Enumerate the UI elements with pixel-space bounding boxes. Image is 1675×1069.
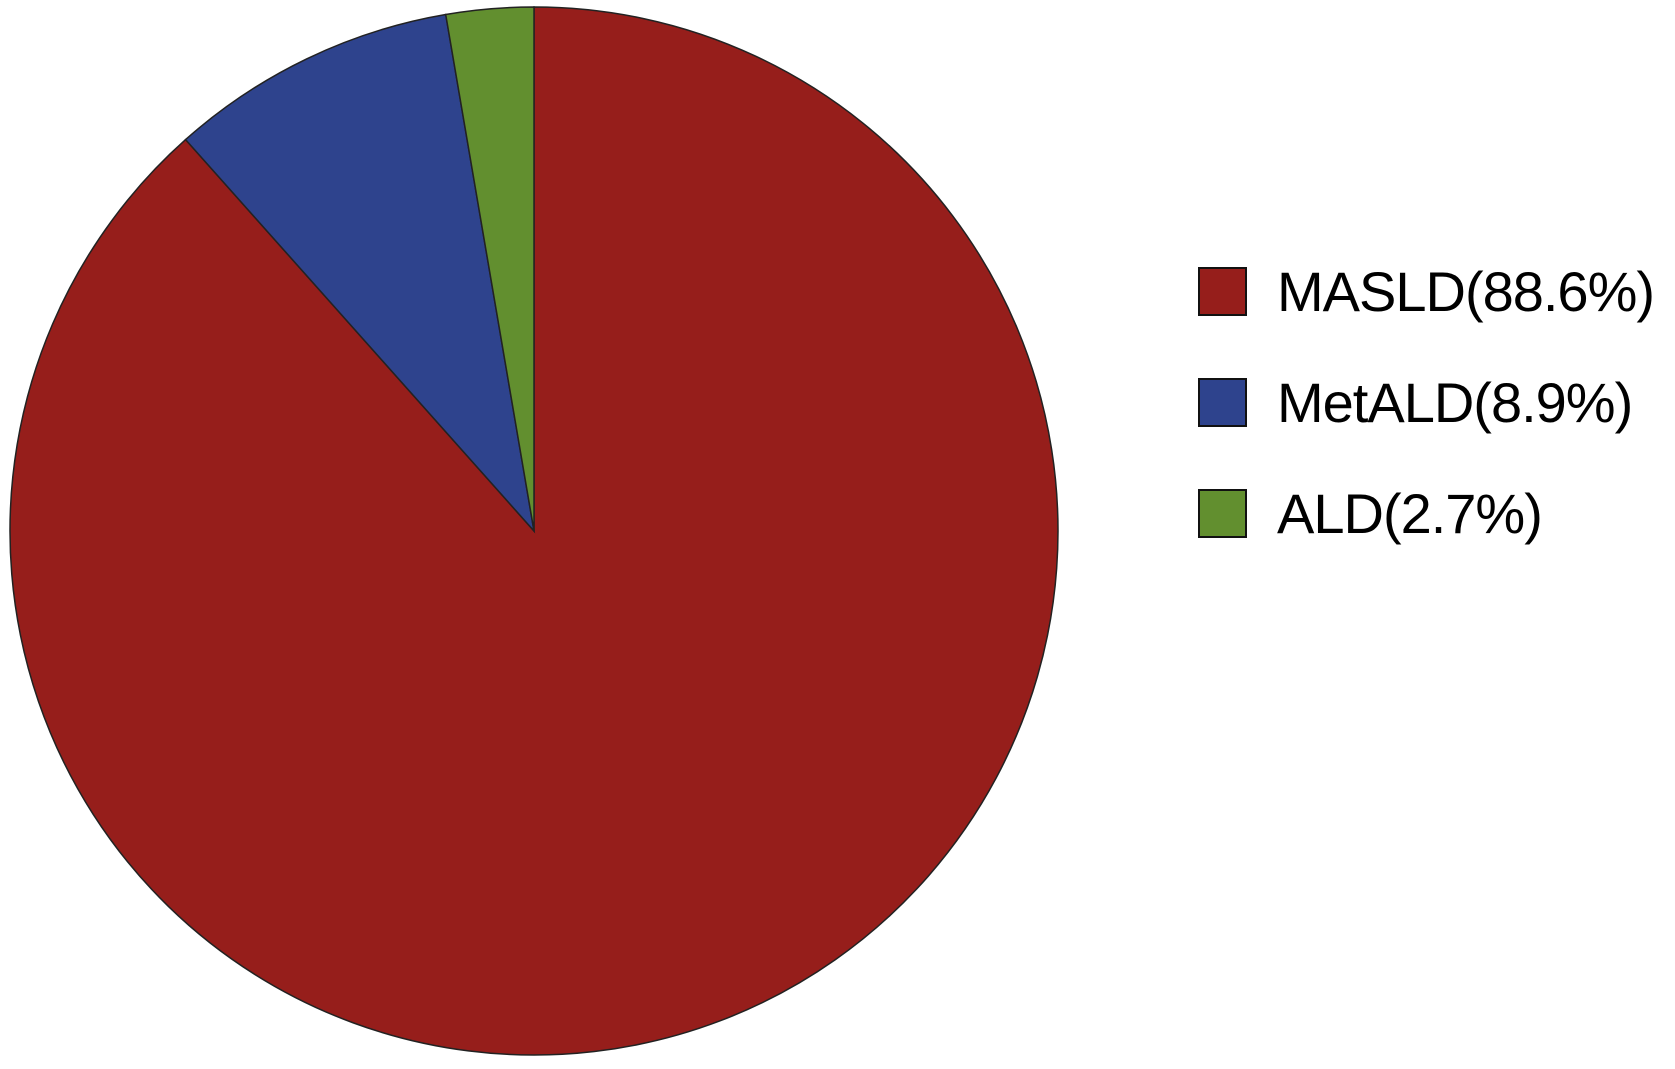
legend-swatch-masld [1198,267,1247,316]
pie-slice-metald [184,13,536,534]
legend: MASLD(88.6%) MetALD(8.9%) ALD(2.7%) [1198,236,1655,569]
legend-label-masld: MASLD(88.6%) [1277,260,1655,323]
pie-slice-masld [9,6,1059,1056]
legend-swatch-ald [1198,489,1247,538]
legend-item-metald: MetALD(8.9%) [1198,347,1654,458]
legend-swatch-metald [1198,378,1247,427]
legend-item-ald: ALD(2.7%) [1198,458,1654,569]
legend-label-ald: ALD(2.7%) [1277,482,1543,545]
legend-label-metald: MetALD(8.9%) [1277,371,1633,434]
pie-slice-ald [444,6,535,532]
legend-item-masld: MASLD(88.6%) [1198,236,1655,347]
